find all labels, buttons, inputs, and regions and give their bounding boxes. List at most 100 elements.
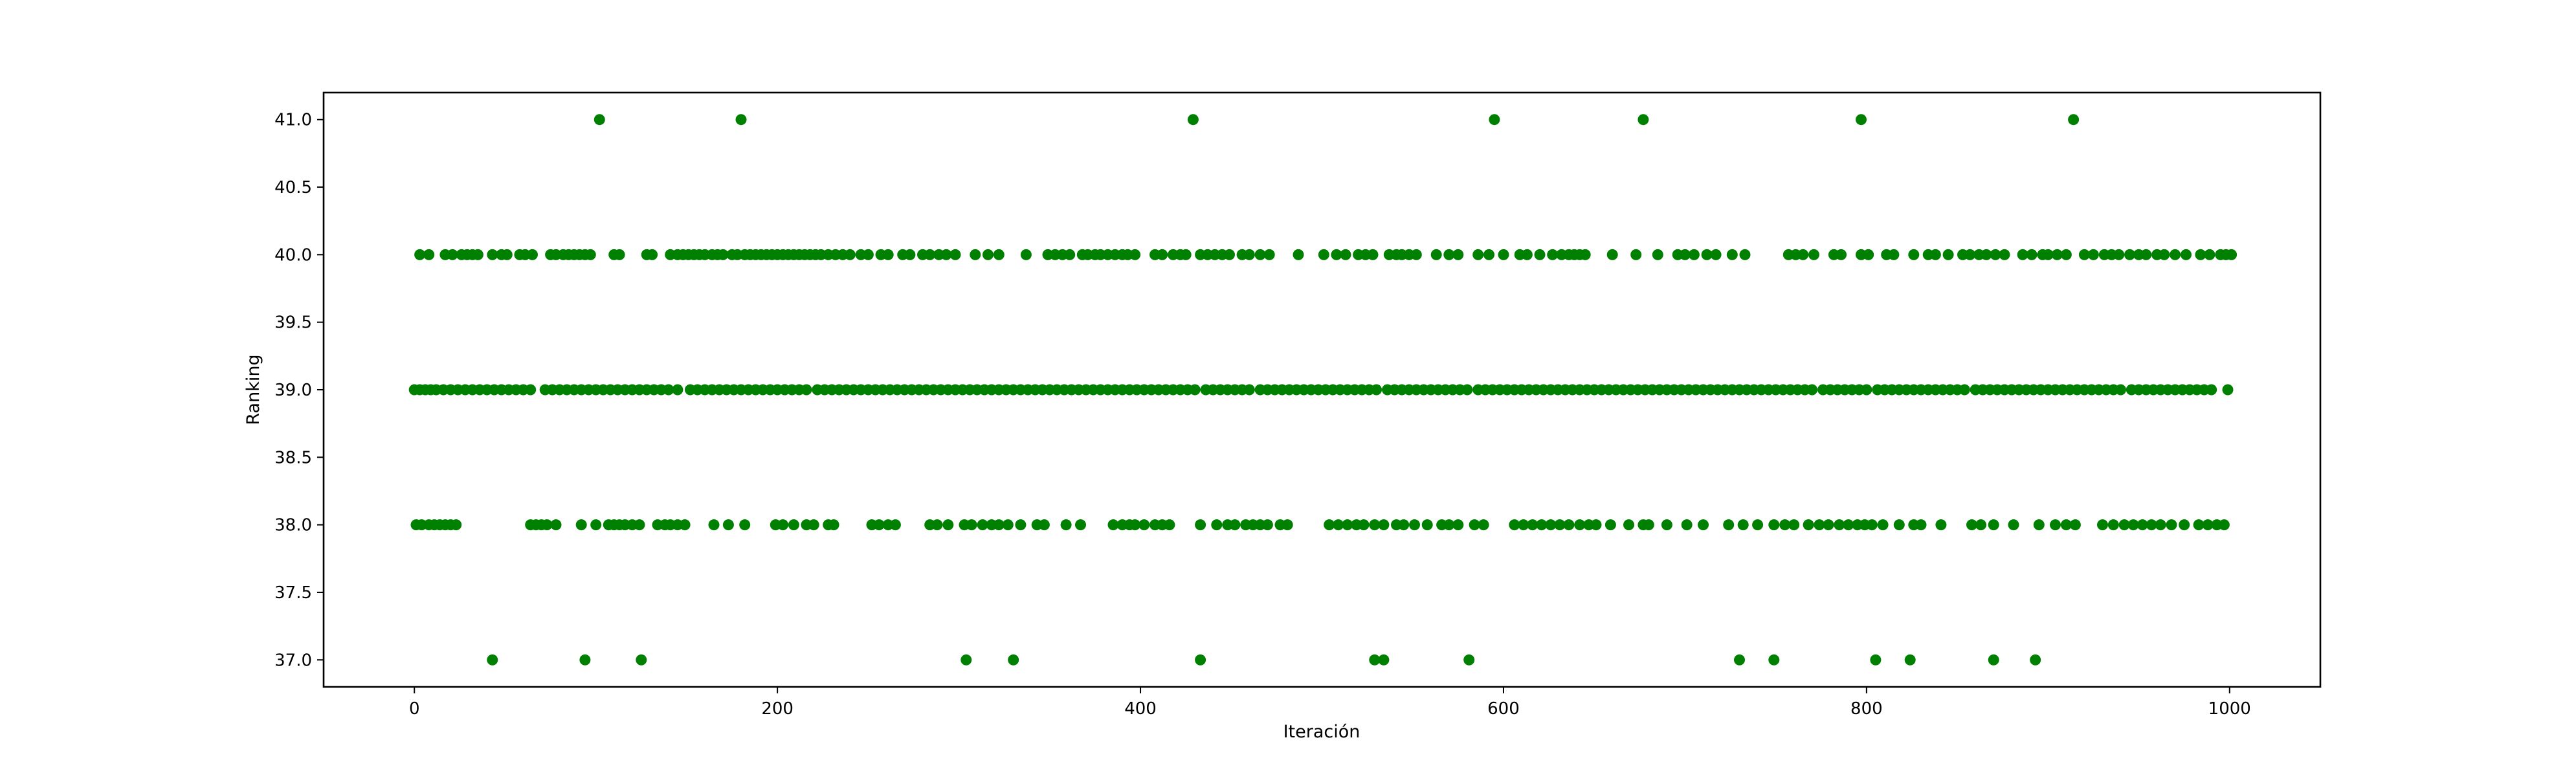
data-point — [1282, 519, 1293, 531]
data-point — [2170, 249, 2181, 260]
data-point — [1340, 249, 1351, 260]
data-point — [1498, 249, 1509, 260]
data-point — [722, 519, 734, 531]
data-point — [940, 249, 952, 260]
data-point — [1378, 519, 1390, 531]
data-point — [1107, 519, 1119, 531]
data-point — [1908, 249, 1920, 260]
data-point — [579, 654, 591, 666]
data-point — [1643, 519, 1654, 531]
data-point — [2078, 249, 2090, 260]
data-point — [1002, 519, 1014, 531]
data-point — [2097, 519, 2108, 531]
data-point — [1452, 519, 1464, 531]
data-point — [1806, 384, 1818, 396]
data-point — [2060, 249, 2072, 260]
data-point — [942, 519, 954, 531]
data-point — [1195, 654, 1206, 666]
data-point — [1843, 519, 1854, 531]
data-point — [1929, 249, 1941, 260]
data-point — [1604, 519, 1616, 531]
data-point — [1398, 519, 1410, 531]
data-point — [708, 519, 720, 531]
data-point — [1964, 249, 1976, 260]
data-point — [970, 249, 981, 260]
data-point — [1224, 249, 1235, 260]
data-point — [1060, 519, 1072, 531]
data-point — [1563, 519, 1575, 531]
data-point — [1443, 249, 1455, 260]
data-point — [1988, 519, 1999, 531]
data-point — [931, 519, 943, 531]
data-point — [1229, 519, 1241, 531]
data-point — [1688, 249, 1700, 260]
data-point — [2137, 519, 2148, 531]
data-point — [1866, 519, 1878, 531]
data-point — [1164, 519, 1175, 531]
data-point — [904, 249, 916, 260]
data-point — [450, 519, 462, 531]
data-point — [862, 249, 874, 260]
data-point — [2115, 384, 2126, 396]
data-point — [1788, 519, 1800, 531]
data-point — [1856, 114, 1867, 126]
data-point — [447, 249, 458, 260]
data-point — [1877, 519, 1889, 531]
data-point — [2195, 249, 2206, 260]
data-point — [1369, 519, 1381, 531]
data-point — [2113, 249, 2125, 260]
data-point — [2124, 249, 2135, 260]
data-point — [1187, 114, 1199, 126]
data-point — [1981, 249, 1992, 260]
data-point — [1008, 654, 1019, 666]
data-point — [1342, 519, 1353, 531]
data-point — [1554, 519, 1566, 531]
data-point — [1261, 519, 1273, 531]
data-point — [801, 384, 812, 396]
data-point — [2069, 519, 2081, 531]
x-tick-label: 400 — [1124, 699, 1157, 719]
data-point — [1367, 249, 1379, 260]
data-point — [501, 249, 513, 260]
data-point — [1652, 249, 1663, 260]
data-point — [1421, 519, 1433, 531]
data-point — [1518, 519, 1529, 531]
data-point — [2030, 654, 2041, 666]
y-tick-label: 40.0 — [274, 245, 312, 265]
data-point — [423, 249, 435, 260]
data-point — [1606, 249, 1618, 260]
data-point — [1710, 249, 1722, 260]
data-point — [1681, 519, 1693, 531]
y-tick-label: 39.0 — [274, 381, 312, 400]
y-axis-label: Ranking — [243, 354, 263, 425]
data-point — [1915, 519, 1927, 531]
data-point — [663, 384, 674, 396]
data-point — [2193, 519, 2204, 531]
data-point — [1779, 519, 1791, 531]
data-point — [1536, 519, 1548, 531]
data-point — [472, 249, 483, 260]
data-point — [634, 519, 645, 531]
data-point — [1723, 519, 1735, 531]
data-point — [1430, 249, 1442, 260]
data-point — [647, 249, 658, 260]
data-point — [1489, 114, 1500, 126]
data-point — [1861, 384, 1872, 396]
data-point — [614, 249, 625, 260]
y-tick-label: 39.5 — [274, 313, 312, 333]
data-point — [949, 249, 961, 260]
data-point — [1590, 519, 1602, 531]
data-point — [1409, 519, 1420, 531]
data-point — [2155, 519, 2166, 531]
data-point — [1015, 519, 1027, 531]
data-point — [2146, 519, 2157, 531]
data-point — [2026, 249, 2037, 260]
data-point — [844, 249, 856, 260]
data-point — [993, 519, 1005, 531]
data-point — [2179, 519, 2190, 531]
data-point — [1545, 519, 1557, 531]
data-point — [1574, 519, 1586, 531]
data-point — [2051, 249, 2063, 260]
data-point — [1254, 249, 1266, 260]
data-point — [1975, 519, 1986, 531]
